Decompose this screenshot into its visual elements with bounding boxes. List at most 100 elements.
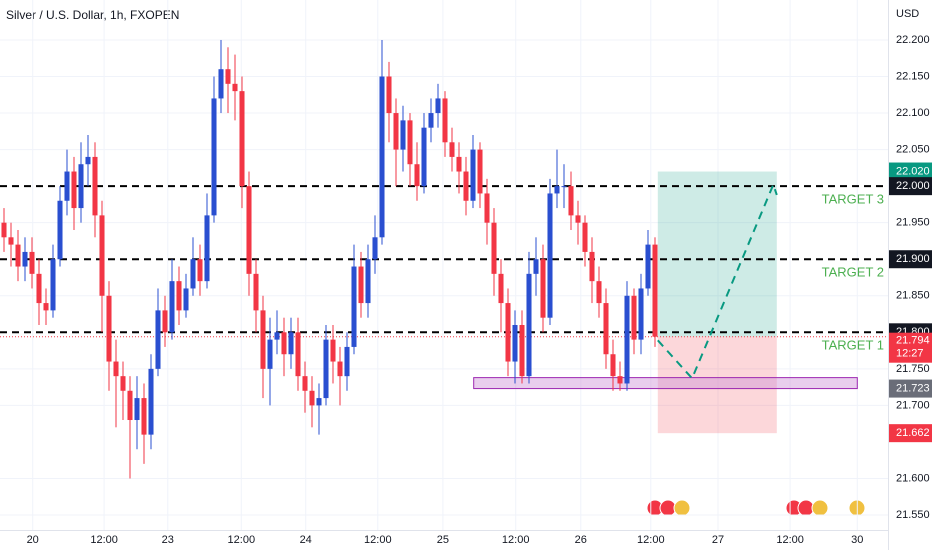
candle-body — [358, 266, 364, 304]
candle-body — [463, 171, 469, 201]
price-label-box — [889, 424, 932, 443]
candle-body — [365, 259, 371, 304]
candle-body — [309, 390, 315, 406]
candle-body — [631, 295, 637, 340]
x-tick-label: 12:00 — [502, 534, 530, 546]
level-label: TARGET 2 — [822, 265, 884, 280]
candle-body — [232, 83, 238, 92]
y-tick-label: 21.750 — [896, 363, 930, 375]
candle-body — [127, 390, 133, 421]
candle-body — [218, 69, 224, 99]
candle-body — [652, 244, 658, 337]
candle-body — [330, 339, 336, 362]
candle-body — [78, 164, 84, 209]
x-tick-label: 27 — [712, 534, 724, 546]
candle-body — [645, 244, 651, 289]
x-tick-label: 12:00 — [637, 534, 665, 546]
profit-zone — [657, 171, 777, 337]
candle-body — [526, 273, 532, 377]
candle-body — [617, 376, 623, 384]
candle-body — [519, 325, 525, 377]
candle-body — [162, 310, 168, 333]
candle-body — [491, 222, 497, 274]
candle-body — [50, 259, 56, 311]
candle-body — [624, 295, 630, 384]
candle-body — [113, 361, 119, 377]
candle-body — [148, 368, 154, 435]
price-label: 21.900 — [896, 253, 930, 265]
price-label: 21.723 — [896, 382, 930, 394]
price-label-box — [889, 250, 932, 269]
last-price-box — [889, 332, 932, 363]
candle-body — [393, 113, 399, 150]
candle-body — [190, 259, 196, 289]
y-tick-label: 22.200 — [896, 34, 930, 46]
candle-body — [400, 120, 406, 150]
candle-body — [120, 376, 126, 391]
x-tick-label: 12:00 — [90, 534, 118, 546]
candle-body — [85, 156, 91, 165]
candle-body — [253, 273, 259, 311]
x-tick-label: 25 — [437, 534, 449, 546]
candle-body — [449, 142, 455, 157]
candle-body — [603, 303, 609, 355]
y-tick-label: 21.850 — [896, 290, 930, 302]
candle-body — [484, 193, 490, 223]
candle-body — [316, 398, 322, 406]
y-tick-label: 21.550 — [896, 509, 930, 521]
candle-body — [435, 98, 441, 114]
loss-zone — [657, 336, 777, 434]
price-label-box — [889, 177, 932, 196]
candle-body — [351, 266, 357, 347]
candle-body — [428, 113, 434, 128]
candle-body — [29, 251, 35, 274]
candle-body — [134, 398, 140, 421]
candle-body — [561, 186, 567, 188]
candle-body — [442, 98, 448, 143]
candle-body — [281, 332, 287, 355]
candle-body — [302, 376, 308, 391]
candle-body — [456, 156, 462, 172]
candle-body — [288, 332, 294, 355]
candle-body — [64, 171, 70, 201]
event-icon — [673, 499, 691, 517]
candle-body — [1, 222, 7, 238]
candle-body — [407, 120, 413, 165]
candle-body — [225, 69, 231, 84]
candle-body — [421, 127, 427, 187]
candle-body — [547, 193, 553, 318]
y-tick-label: 22.150 — [896, 70, 930, 82]
candle-body — [197, 259, 203, 282]
chart-title: Silver / U.S. Dollar, 1h, FXOPEN — [6, 8, 179, 22]
candle-body — [554, 186, 560, 194]
countdown-label: 12:27 — [896, 348, 924, 360]
price-label: 21.662 — [896, 427, 930, 439]
candle-body — [106, 295, 112, 362]
x-tick-label: 12:00 — [776, 534, 804, 546]
candle-body — [470, 149, 476, 201]
candle-body — [295, 332, 301, 377]
level-label: TARGET 1 — [822, 338, 884, 353]
candle-body — [246, 186, 252, 274]
x-tick-label: 20 — [27, 534, 39, 546]
last-price-label: 21.794 — [896, 335, 930, 347]
candle-body — [274, 332, 280, 340]
candle-body — [183, 288, 189, 311]
candle-body — [596, 281, 602, 304]
candle-body — [99, 215, 105, 296]
candle-body — [477, 149, 483, 194]
candle-body — [36, 273, 42, 304]
price-label: 22.000 — [896, 180, 930, 192]
y-tick-label: 22.050 — [896, 144, 930, 156]
candle-body — [260, 310, 266, 369]
candle-body — [582, 222, 588, 252]
candle-body — [8, 237, 14, 245]
candle-body — [575, 215, 581, 223]
candle-body — [638, 288, 644, 340]
candle-body — [512, 325, 518, 362]
x-tick-label: 24 — [300, 534, 312, 546]
candle-body — [71, 171, 77, 209]
candle-body — [379, 76, 385, 238]
